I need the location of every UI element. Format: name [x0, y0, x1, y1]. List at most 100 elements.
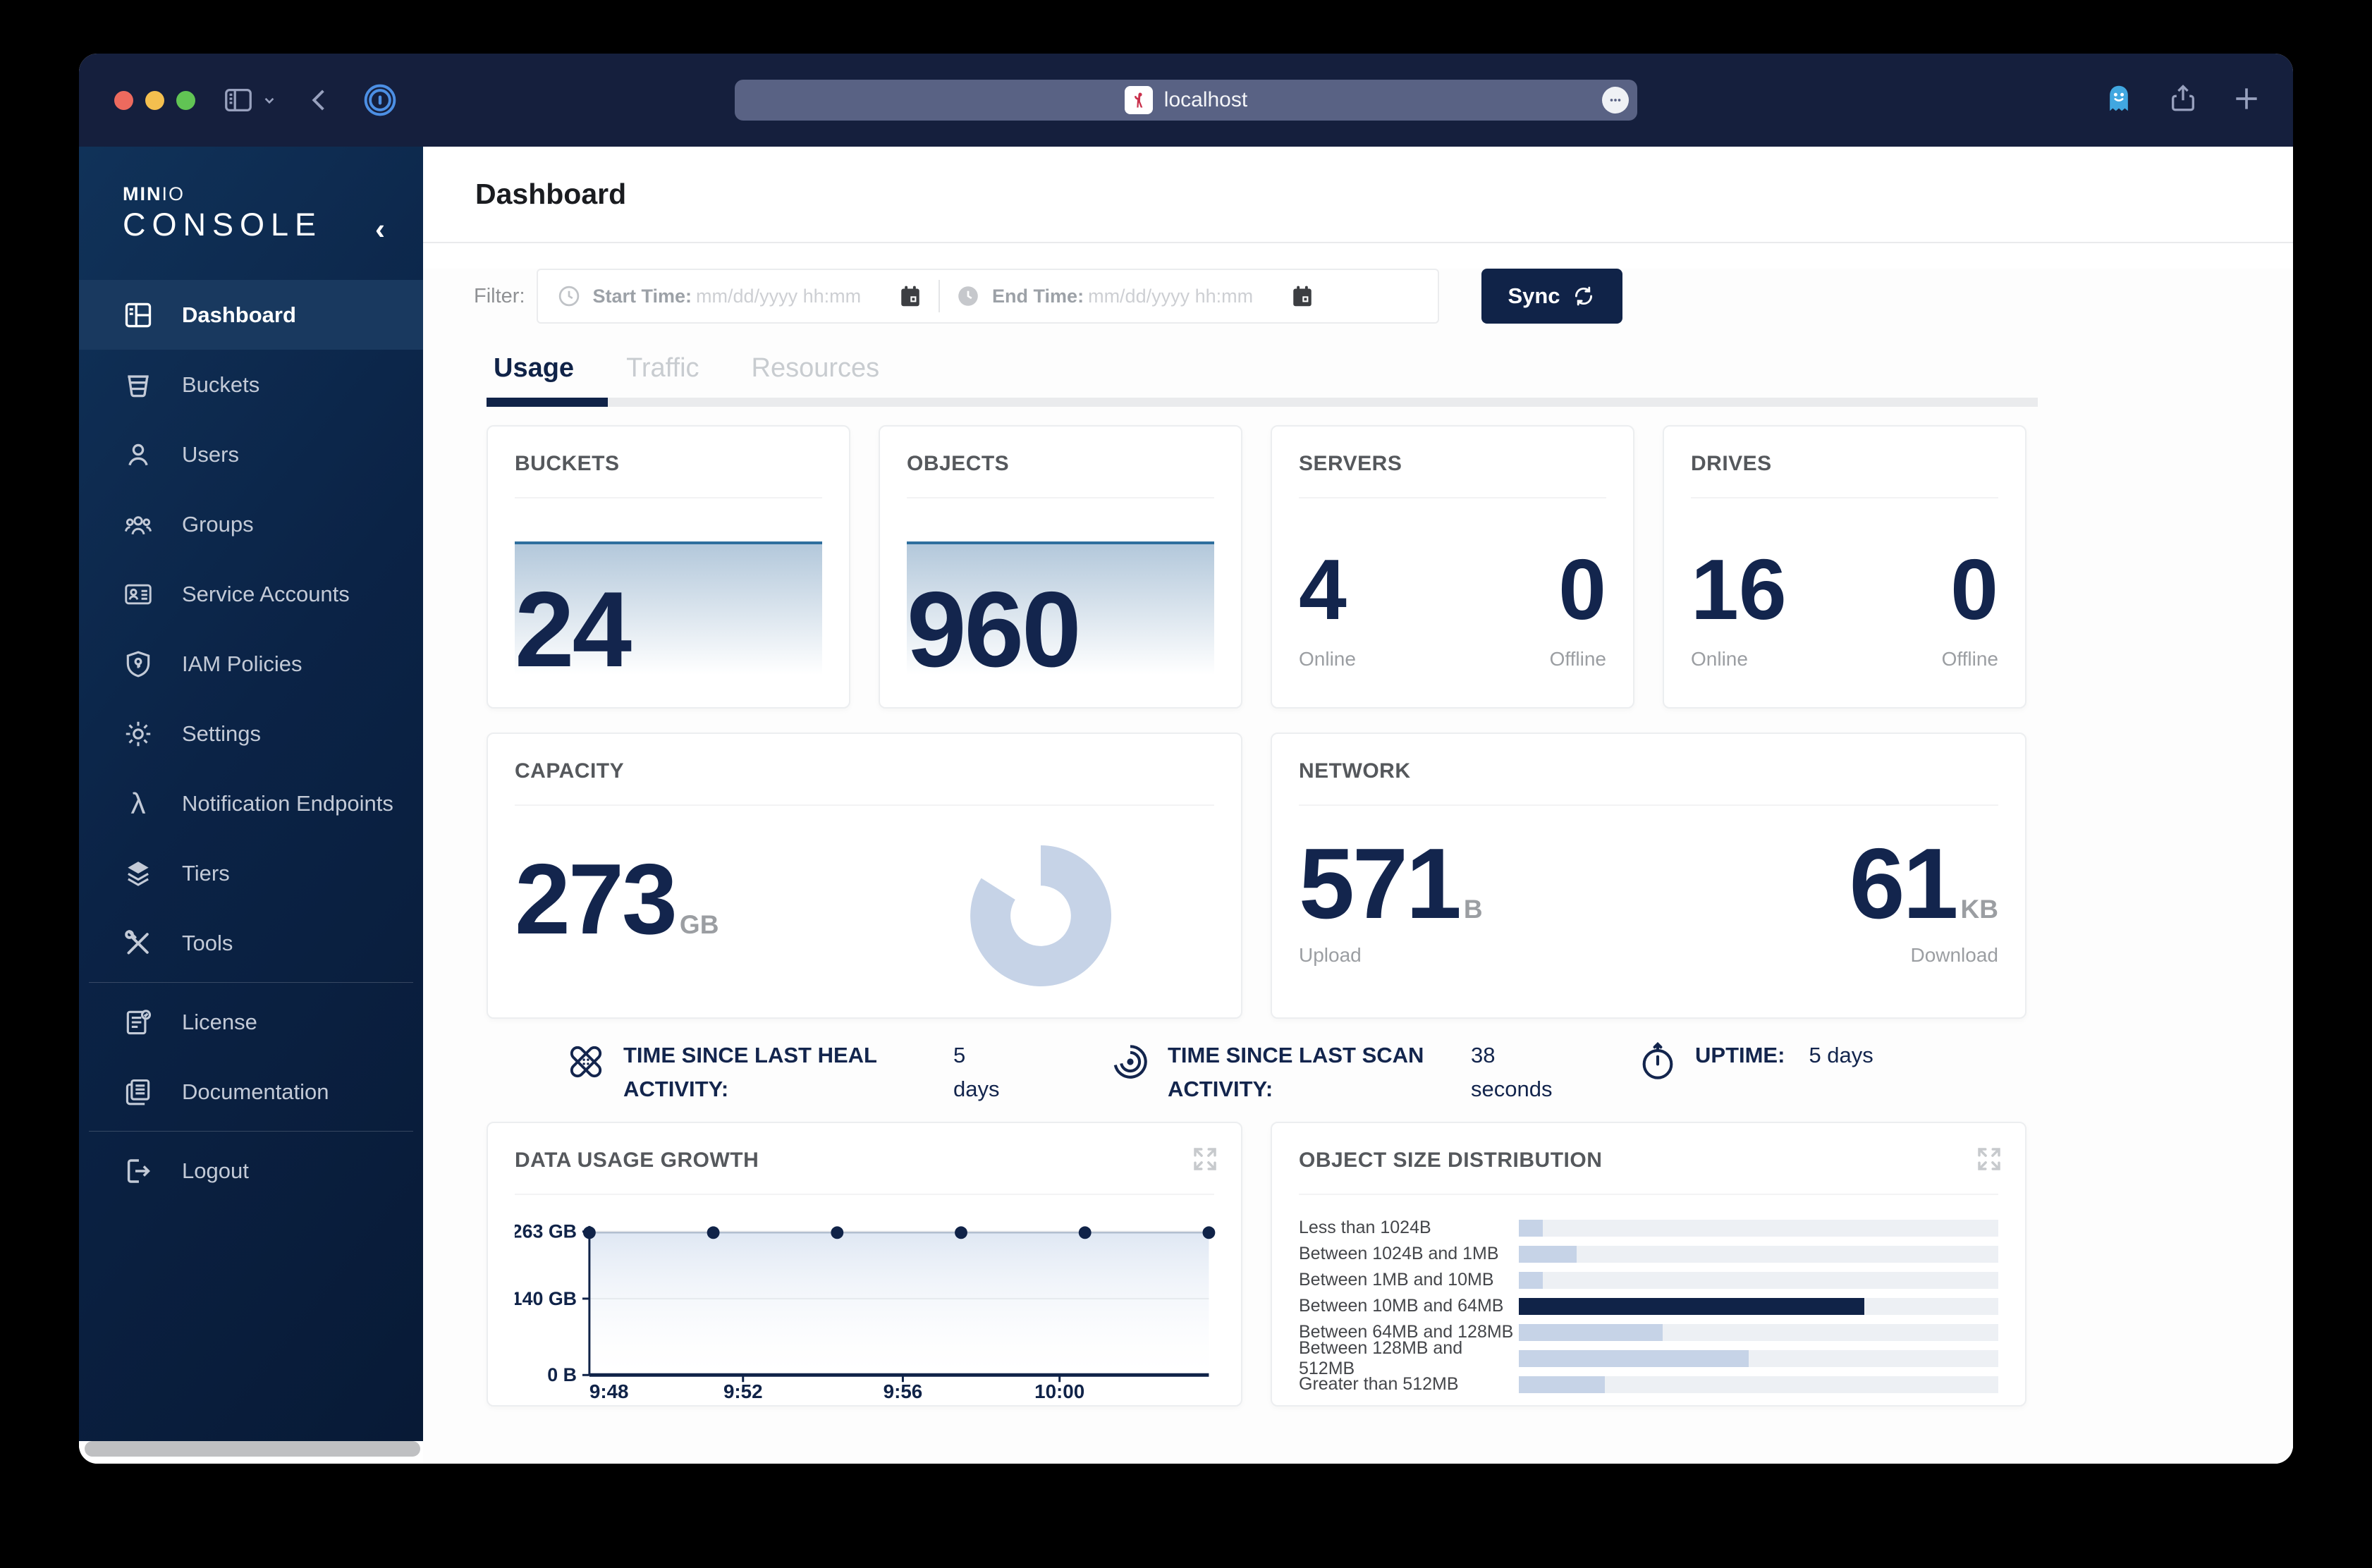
url-options-icon[interactable]: [1602, 87, 1629, 114]
bar-category-label: Between 10MB and 64MB: [1299, 1296, 1504, 1316]
sidebar-item-service-accounts[interactable]: Service Accounts: [79, 559, 423, 629]
sidebar-item-settings[interactable]: Settings: [79, 699, 423, 768]
new-tab-icon[interactable]: [2231, 83, 2262, 118]
sidebar-divider: [89, 982, 413, 983]
filter-divider: [939, 280, 941, 312]
horizontal-scrollbar-thumb[interactable]: [85, 1441, 420, 1457]
password-manager-icon[interactable]: [362, 82, 398, 118]
sidebar-item-users[interactable]: Users: [79, 419, 423, 489]
bar-category-label: Between 64MB and 128MB: [1299, 1322, 1514, 1342]
sidebar-item-iam-policies[interactable]: IAM Policies: [79, 629, 423, 699]
browser-titlebar: localhost: [79, 54, 2293, 147]
svg-text:0 B: 0 B: [547, 1364, 577, 1385]
scan-activity-stat: TIME SINCE LAST SCAN ACTIVITY: 38 seconds: [1110, 1039, 1637, 1106]
page-header: Dashboard: [423, 147, 2293, 243]
tab-usage[interactable]: Usage: [494, 353, 575, 383]
capacity-value: 273: [515, 843, 678, 955]
bar-track: [1519, 1297, 1998, 1315]
calendar-icon[interactable]: [898, 283, 923, 309]
sidebar-item-buckets[interactable]: Buckets: [79, 350, 423, 419]
heal-activity-stat: TIME SINCE LAST HEAL ACTIVITY: 5 days: [566, 1039, 1110, 1106]
object-size-distribution-chart: Less than 1024B Between 1024B and 1MB Betw…: [1299, 1215, 1998, 1397]
sidebar-item-label: Settings: [182, 721, 262, 746]
clock-icon-filled: [958, 286, 978, 306]
calendar-icon[interactable]: [1290, 283, 1315, 309]
time-filter-box: Start Time: End Time:: [536, 269, 1439, 324]
close-window-button[interactable]: [114, 90, 133, 110]
card-title: NETWORK: [1299, 759, 1411, 783]
heal-activity-value: 5 days: [953, 1043, 1000, 1102]
sidebar-item-documentation[interactable]: Documentation: [79, 1057, 423, 1127]
sync-button-label: Sync: [1508, 283, 1560, 308]
bar-track: [1519, 1219, 1998, 1237]
sidebar-item-label: License: [182, 1009, 257, 1034]
ghostery-extension-icon[interactable]: [2103, 82, 2135, 118]
card-title: SERVERS: [1299, 452, 1402, 475]
uptime-clock-icon: [1637, 1041, 1678, 1082]
scan-activity-value: 38 seconds: [1471, 1043, 1553, 1102]
bar-row: Between 1024B and 1MB: [1299, 1241, 1998, 1267]
bar-track: [1519, 1271, 1998, 1289]
capacity-donut-chart: [970, 845, 1112, 986]
sidebar-item-dashboard[interactable]: Dashboard: [79, 280, 423, 350]
address-bar[interactable]: localhost: [735, 80, 1637, 121]
filter-row: Filter: Start Time: End Time: Sync: [474, 269, 2293, 324]
data-usage-growth-card: DATA USAGE GROWTH 263 GB 140 GB 0 B 9:48 9:5…: [487, 1122, 1242, 1407]
filter-label: Filter:: [474, 284, 525, 307]
sidebar-item-tiers[interactable]: Tiers: [79, 838, 423, 908]
servers-online-count: 4: [1299, 541, 1347, 637]
sidebar-item-notification-endpoints[interactable]: λ Notification Endpoints: [79, 768, 423, 838]
end-time-input[interactable]: [1088, 285, 1290, 307]
network-download-unit: KB: [1960, 895, 1998, 924]
objects-card: OBJECTS 960: [879, 425, 1242, 709]
group-icon: [123, 509, 154, 540]
back-icon[interactable]: [305, 85, 335, 115]
zoom-window-button[interactable]: [176, 90, 195, 110]
sidebar-item-tools[interactable]: Tools: [79, 908, 423, 978]
objects-count: 960: [907, 570, 1082, 690]
chevron-down-icon: [264, 97, 274, 104]
tab-resources[interactable]: Resources: [751, 353, 880, 383]
network-upload-value: 571: [1299, 828, 1462, 940]
minimize-window-button[interactable]: [145, 90, 164, 110]
sidebar-item-groups[interactable]: Groups: [79, 489, 423, 559]
license-icon: [123, 1007, 154, 1038]
heal-activity-label: TIME SINCE LAST HEAL ACTIVITY:: [623, 1043, 877, 1102]
tab-traffic[interactable]: Traffic: [626, 353, 699, 383]
svg-text:9:56: 9:56: [884, 1380, 923, 1402]
expand-icon[interactable]: [1974, 1144, 2004, 1177]
start-time-label: Start Time:: [592, 285, 692, 307]
servers-card: SERVERS 4 Online 0 Offline: [1271, 425, 1634, 709]
drives-online-label: Online: [1691, 648, 1748, 670]
bar-fill: [1519, 1323, 1663, 1341]
expand-icon[interactable]: [1190, 1144, 1220, 1177]
bar-fill: [1519, 1245, 1577, 1263]
user-icon: [123, 439, 154, 470]
network-card: NETWORK 571 B Upload 61 KB Downlo: [1271, 733, 2026, 1019]
scan-activity-label: TIME SINCE LAST SCAN ACTIVITY:: [1168, 1043, 1424, 1102]
active-tab-indicator: [487, 398, 608, 407]
share-icon[interactable]: [2168, 83, 2199, 118]
network-download-label: Download: [1910, 944, 1998, 966]
sidebar-toggle-icon[interactable]: [222, 84, 279, 116]
bar-row: Less than 1024B: [1299, 1215, 1998, 1241]
bar-row: Between 1MB and 10MB: [1299, 1267, 1998, 1293]
url-text: localhost: [1163, 88, 1248, 111]
sidebar-collapse-icon[interactable]: ‹: [375, 212, 385, 245]
minio-console-logo: MINIO CONSOLE ‹: [79, 147, 423, 271]
bucket-icon: [123, 369, 154, 400]
bar-fill: [1519, 1219, 1543, 1237]
tab-track: [487, 398, 2038, 407]
start-time-input[interactable]: [696, 285, 898, 307]
shield-icon: [123, 649, 154, 680]
buckets-card: BUCKETS 24: [487, 425, 850, 709]
bar-category-label: Less than 1024B: [1299, 1218, 1431, 1238]
buckets-count: 24: [515, 570, 632, 690]
sidebar-item-logout[interactable]: Logout: [79, 1136, 423, 1206]
sidebar-item-license[interactable]: License: [79, 987, 423, 1057]
sidebar-item-label: Logout: [182, 1158, 249, 1183]
sync-button[interactable]: Sync: [1481, 269, 1622, 324]
card-title: DRIVES: [1691, 452, 1772, 475]
chart-title: OBJECT SIZE DISTRIBUTION: [1299, 1149, 1603, 1172]
svg-text:140 GB: 140 GB: [515, 1288, 577, 1309]
